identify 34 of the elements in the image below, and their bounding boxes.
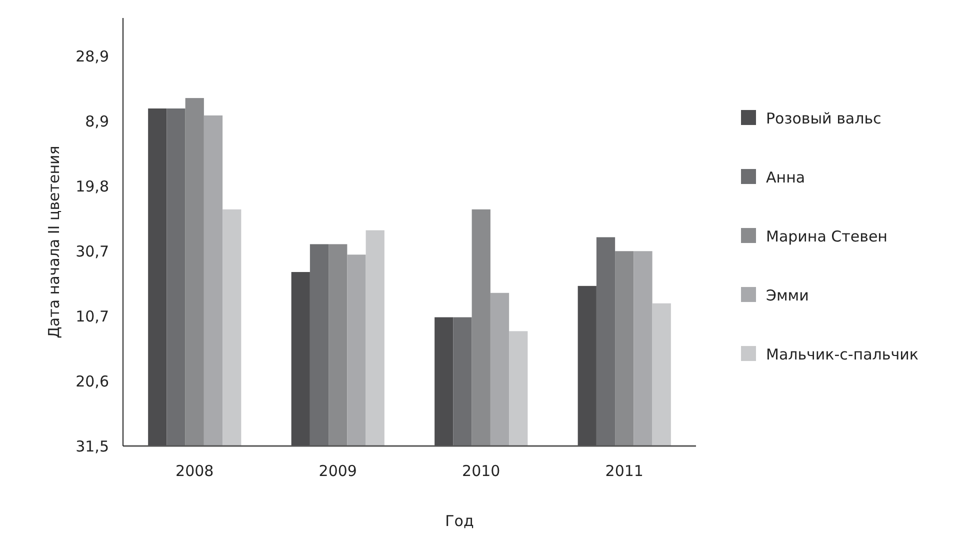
bar — [204, 115, 223, 446]
bar — [634, 251, 652, 446]
text: 30,7 — [76, 242, 109, 260]
bar — [185, 98, 204, 446]
bar — [366, 230, 384, 446]
bar — [490, 292, 510, 446]
text: 28,9 — [76, 47, 109, 66]
legend-label: Анна — [766, 168, 806, 186]
legend-label: Мальчик-с-пальчик — [766, 345, 918, 364]
text: 19,8 — [76, 177, 109, 196]
bar — [652, 303, 671, 446]
bar — [453, 317, 472, 446]
x-axis-title: Год — [445, 512, 474, 530]
bar — [472, 209, 490, 446]
x-tick-label: 2010 — [462, 462, 500, 480]
bar — [328, 244, 348, 446]
text: 31,5 — [76, 437, 109, 456]
x-tick-label: 2008 — [176, 462, 214, 480]
bar — [509, 331, 528, 446]
legend-label: Марина Стевен — [766, 227, 888, 246]
x-tick-label: 2009 — [318, 462, 357, 480]
bar — [310, 244, 329, 446]
legend-label: Розовый вальс — [766, 109, 882, 128]
x-tick-label: 2011 — [605, 462, 644, 480]
legend-label: Эмми — [766, 286, 809, 304]
bar — [166, 108, 186, 446]
text: 8,9 — [85, 112, 109, 130]
text: 20,6 — [76, 372, 109, 390]
text: 10,7 — [76, 307, 109, 326]
bar — [596, 237, 616, 446]
bar — [222, 209, 242, 446]
bar — [347, 254, 366, 446]
bar — [615, 251, 634, 446]
y-axis-title: Дата начала II цветения — [45, 146, 63, 338]
